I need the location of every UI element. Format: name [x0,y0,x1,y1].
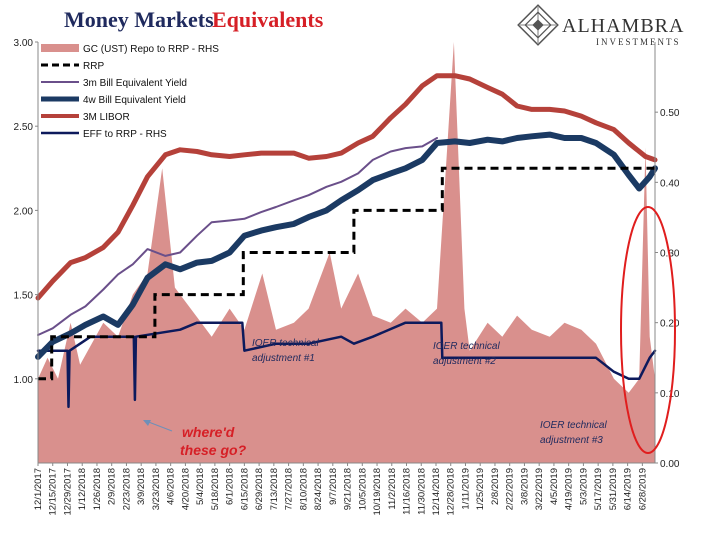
x-axis-tick-label: 2/8/2019 [490,468,501,505]
annotation-ioer1-line1: IOER technical [252,338,319,349]
right-axis-tick-label: 0.00 [660,459,680,470]
annotation-whered-line2: these go? [180,442,247,458]
x-axis-tick-label: 9/7/2018 [328,468,339,505]
x-axis-tick-label: 12/15/2017 [48,468,59,516]
x-axis-tick-label: 2/9/2018 [107,468,118,505]
x-axis-tick-label: 8/24/2018 [313,468,324,510]
x-axis-tick-label: 4/20/2018 [180,468,191,510]
left-axis-tick-label: 3.00 [14,38,34,49]
legend-label-eff: EFF to RRP - RHS [83,129,167,140]
series-4w-bill-line [35,131,658,360]
x-axis-tick-label: 2/22/2019 [505,468,516,510]
x-axis-tick-label: 10/19/2018 [372,468,383,516]
left-axis-tick-label: 1.50 [14,291,34,302]
x-axis-tick-label: 7/27/2018 [284,468,295,510]
x-axis-tick-label: 5/18/2018 [210,468,221,510]
x-axis-tick-label: 7/13/2018 [269,468,280,510]
x-axis-tick-label: 11/30/2018 [416,468,427,515]
x-axis-tick-label: 5/31/2019 [608,468,619,510]
legend: GC (UST) Repo to RRP - RHS RRP 3m Bill E… [41,44,219,140]
x-axis-tick-label: 6/28/2019 [637,468,648,510]
series-eff-line [36,321,657,409]
left-axis-tick-label: 2.00 [14,206,34,217]
annotation-ioer3-line1: IOER technical [540,420,607,431]
x-axis-tick-label: 2/23/2018 [121,468,132,510]
x-axis-tick-label: 5/17/2019 [593,468,604,510]
legend-label-gc: GC (UST) Repo to RRP - RHS [83,44,219,55]
x-axis-tick-label: 3/9/2018 [136,468,147,505]
legend-label-rrp: RRP [83,61,104,72]
brand-name: ALHAMBRA [562,15,684,37]
x-axis-tick-label: 11/16/2018 [402,468,413,515]
axes: 3.002.502.001.501.000.500.400.300.200.10… [14,38,680,516]
x-axis-tick-label: 11/2/2018 [387,468,398,510]
x-axis-tick-label: 9/21/2018 [343,468,354,510]
x-axis-tick-label: 1/12/2018 [77,468,88,510]
x-axis-tick-label: 6/1/2018 [225,468,236,505]
legend-swatch-gc [41,44,79,52]
x-axis-tick-label: 12/28/2018 [446,468,457,516]
x-axis-tick-label: 6/15/2018 [239,468,250,510]
annotation-ioer3-line2: adjustment #3 [540,435,603,446]
right-axis-tick-label: 0.10 [660,389,680,400]
annotation-whered-line1: where'd [182,424,235,440]
plot-area [35,42,658,463]
legend-label-4w-bill: 4w Bill Equivalent Yield [83,95,186,106]
x-axis-tick-label: 6/29/2018 [254,468,265,510]
chart-title-part1: Money Markets [64,7,214,32]
x-axis-tick-label: 1/11/2019 [460,468,471,510]
x-axis-tick-label: 5/3/2019 [578,468,589,505]
x-axis-tick-label: 5/4/2018 [195,468,206,505]
x-axis-tick-label: 10/5/2018 [357,468,368,510]
series-rrp-step-line [38,166,655,381]
brand-mark-icon [517,4,559,46]
annotation-ioer1-line2: adjustment #1 [252,353,315,364]
x-axis-tick-label: 4/19/2019 [564,468,575,510]
brand-sub: INVESTMENTS [596,37,681,47]
x-axis-tick-label: 12/29/2017 [62,468,73,516]
annotation-arrow [143,420,173,432]
x-axis-tick-label: 1/25/2019 [475,468,486,510]
x-axis-tick-label: 12/14/2018 [431,468,442,516]
chart-title-part2: Equivalents [212,7,324,32]
brand-logo: ALHAMBRA INVESTMENTS [517,4,684,47]
legend-label-libor: 3M LIBOR [83,112,130,123]
x-axis-tick-label: 4/5/2019 [549,468,560,505]
x-axis-tick-label: 3/8/2019 [519,468,530,505]
highlight-ellipse [620,206,676,454]
x-axis-tick-label: 3/23/2018 [151,468,162,510]
right-axis-tick-label: 0.40 [660,178,680,189]
left-axis-tick-label: 2.50 [14,122,34,133]
legend-label-3m-bill: 3m Bill Equivalent Yield [83,78,187,89]
x-axis-tick-label: 12/1/2017 [33,468,44,510]
right-axis-tick-label: 0.50 [660,108,680,119]
x-axis-tick-label: 8/10/2018 [298,468,309,510]
x-axis-tick-label: 4/6/2018 [166,468,177,505]
left-axis-tick-label: 1.00 [14,375,34,386]
annotation-ioer2-line1: IOER technical [433,341,500,352]
series-3m-bill-line [37,137,438,336]
series-libor-line [35,73,658,301]
x-axis-tick-label: 3/22/2019 [534,468,545,510]
x-axis-tick-label: 1/26/2018 [92,468,103,510]
annotation-ioer2-line2: adjustment #2 [433,356,496,367]
right-axis-tick-label: 0.20 [660,319,680,330]
x-axis-tick-label: 6/14/2019 [623,468,634,510]
